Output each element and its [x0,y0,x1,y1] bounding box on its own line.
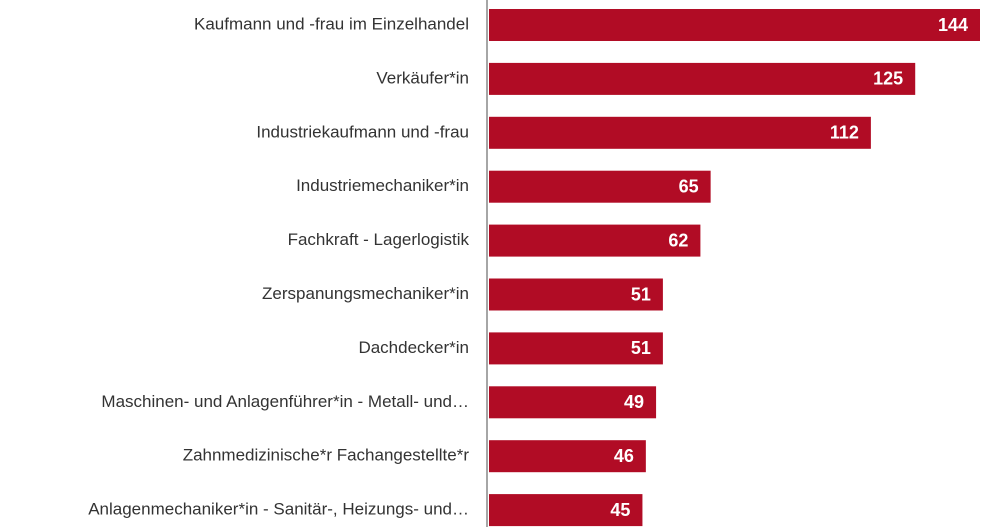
category-label: Zerspanungsmechaniker*in [262,284,469,303]
value-label: 45 [610,500,630,520]
value-label: 125 [873,69,903,89]
value-label: 49 [624,392,644,412]
category-label: Zahnmedizinische*r Fachangestellte*r [183,446,470,465]
value-label: 144 [938,15,968,35]
category-label: Industriemechaniker*in [296,176,469,195]
bar [489,278,663,311]
category-label: Industriekaufmann und -frau [256,122,469,141]
bar [489,386,657,419]
category-label: Anlagenmechaniker*in - Sanitär-, Heizung… [88,500,469,519]
bar [489,440,646,473]
bar [489,116,871,149]
value-label: 112 [830,123,859,143]
category-label: Verkäufer*in [376,68,469,87]
value-label: 51 [631,338,651,358]
category-label: Kaufmann und -frau im Einzelhandel [194,14,469,33]
value-label: 65 [679,176,699,196]
bar [489,62,916,95]
value-label: 51 [631,284,651,304]
category-label: Maschinen- und Anlagenführer*in - Metall… [101,392,469,411]
bar [489,332,663,365]
bar [489,494,643,527]
value-label: 62 [668,230,688,250]
category-label: Fachkraft - Lagerlogistik [288,230,470,249]
bar [489,224,701,257]
category-label: Dachdecker*in [358,338,469,357]
bar [489,9,980,41]
value-label: 46 [614,446,634,466]
bar [489,170,711,203]
